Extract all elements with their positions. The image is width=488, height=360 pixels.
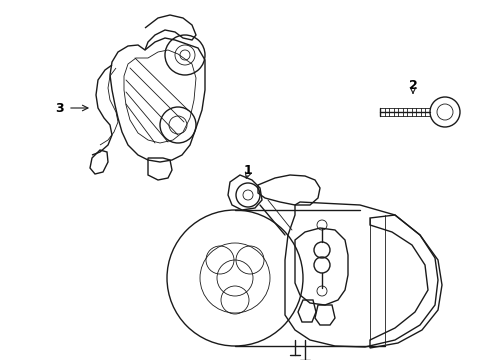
- Text: 1: 1: [243, 163, 252, 176]
- Text: 2: 2: [408, 78, 417, 91]
- Text: 3: 3: [56, 102, 64, 114]
